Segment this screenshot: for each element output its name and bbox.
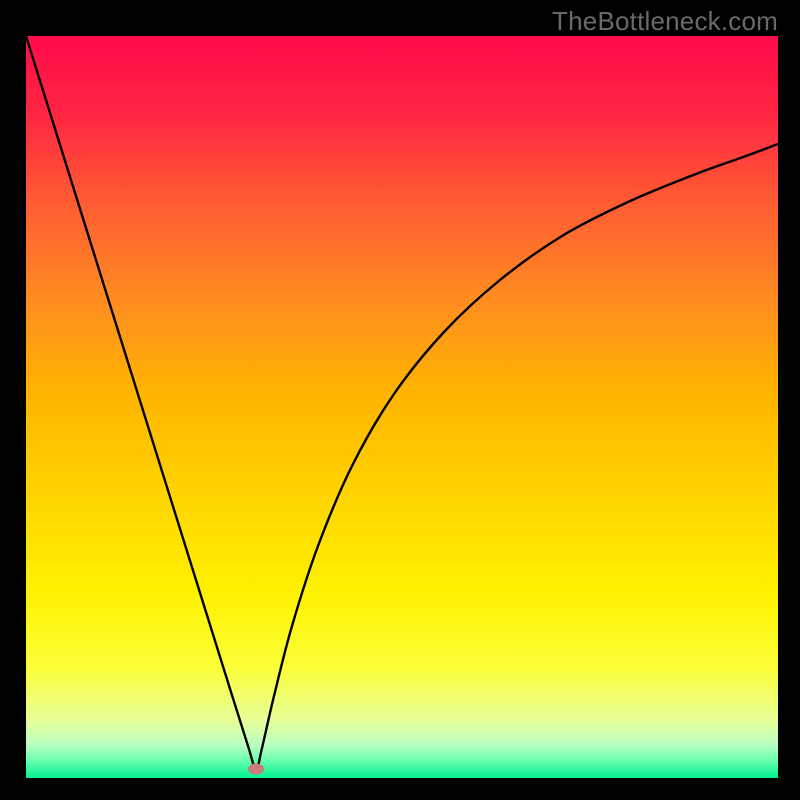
chart-frame: TheBottleneck.com — [0, 0, 800, 800]
curve-path — [26, 36, 778, 769]
plot-area — [26, 36, 778, 778]
optimal-point-marker — [248, 764, 264, 775]
bottleneck-curve — [26, 36, 778, 778]
watermark-text: TheBottleneck.com — [552, 6, 778, 37]
